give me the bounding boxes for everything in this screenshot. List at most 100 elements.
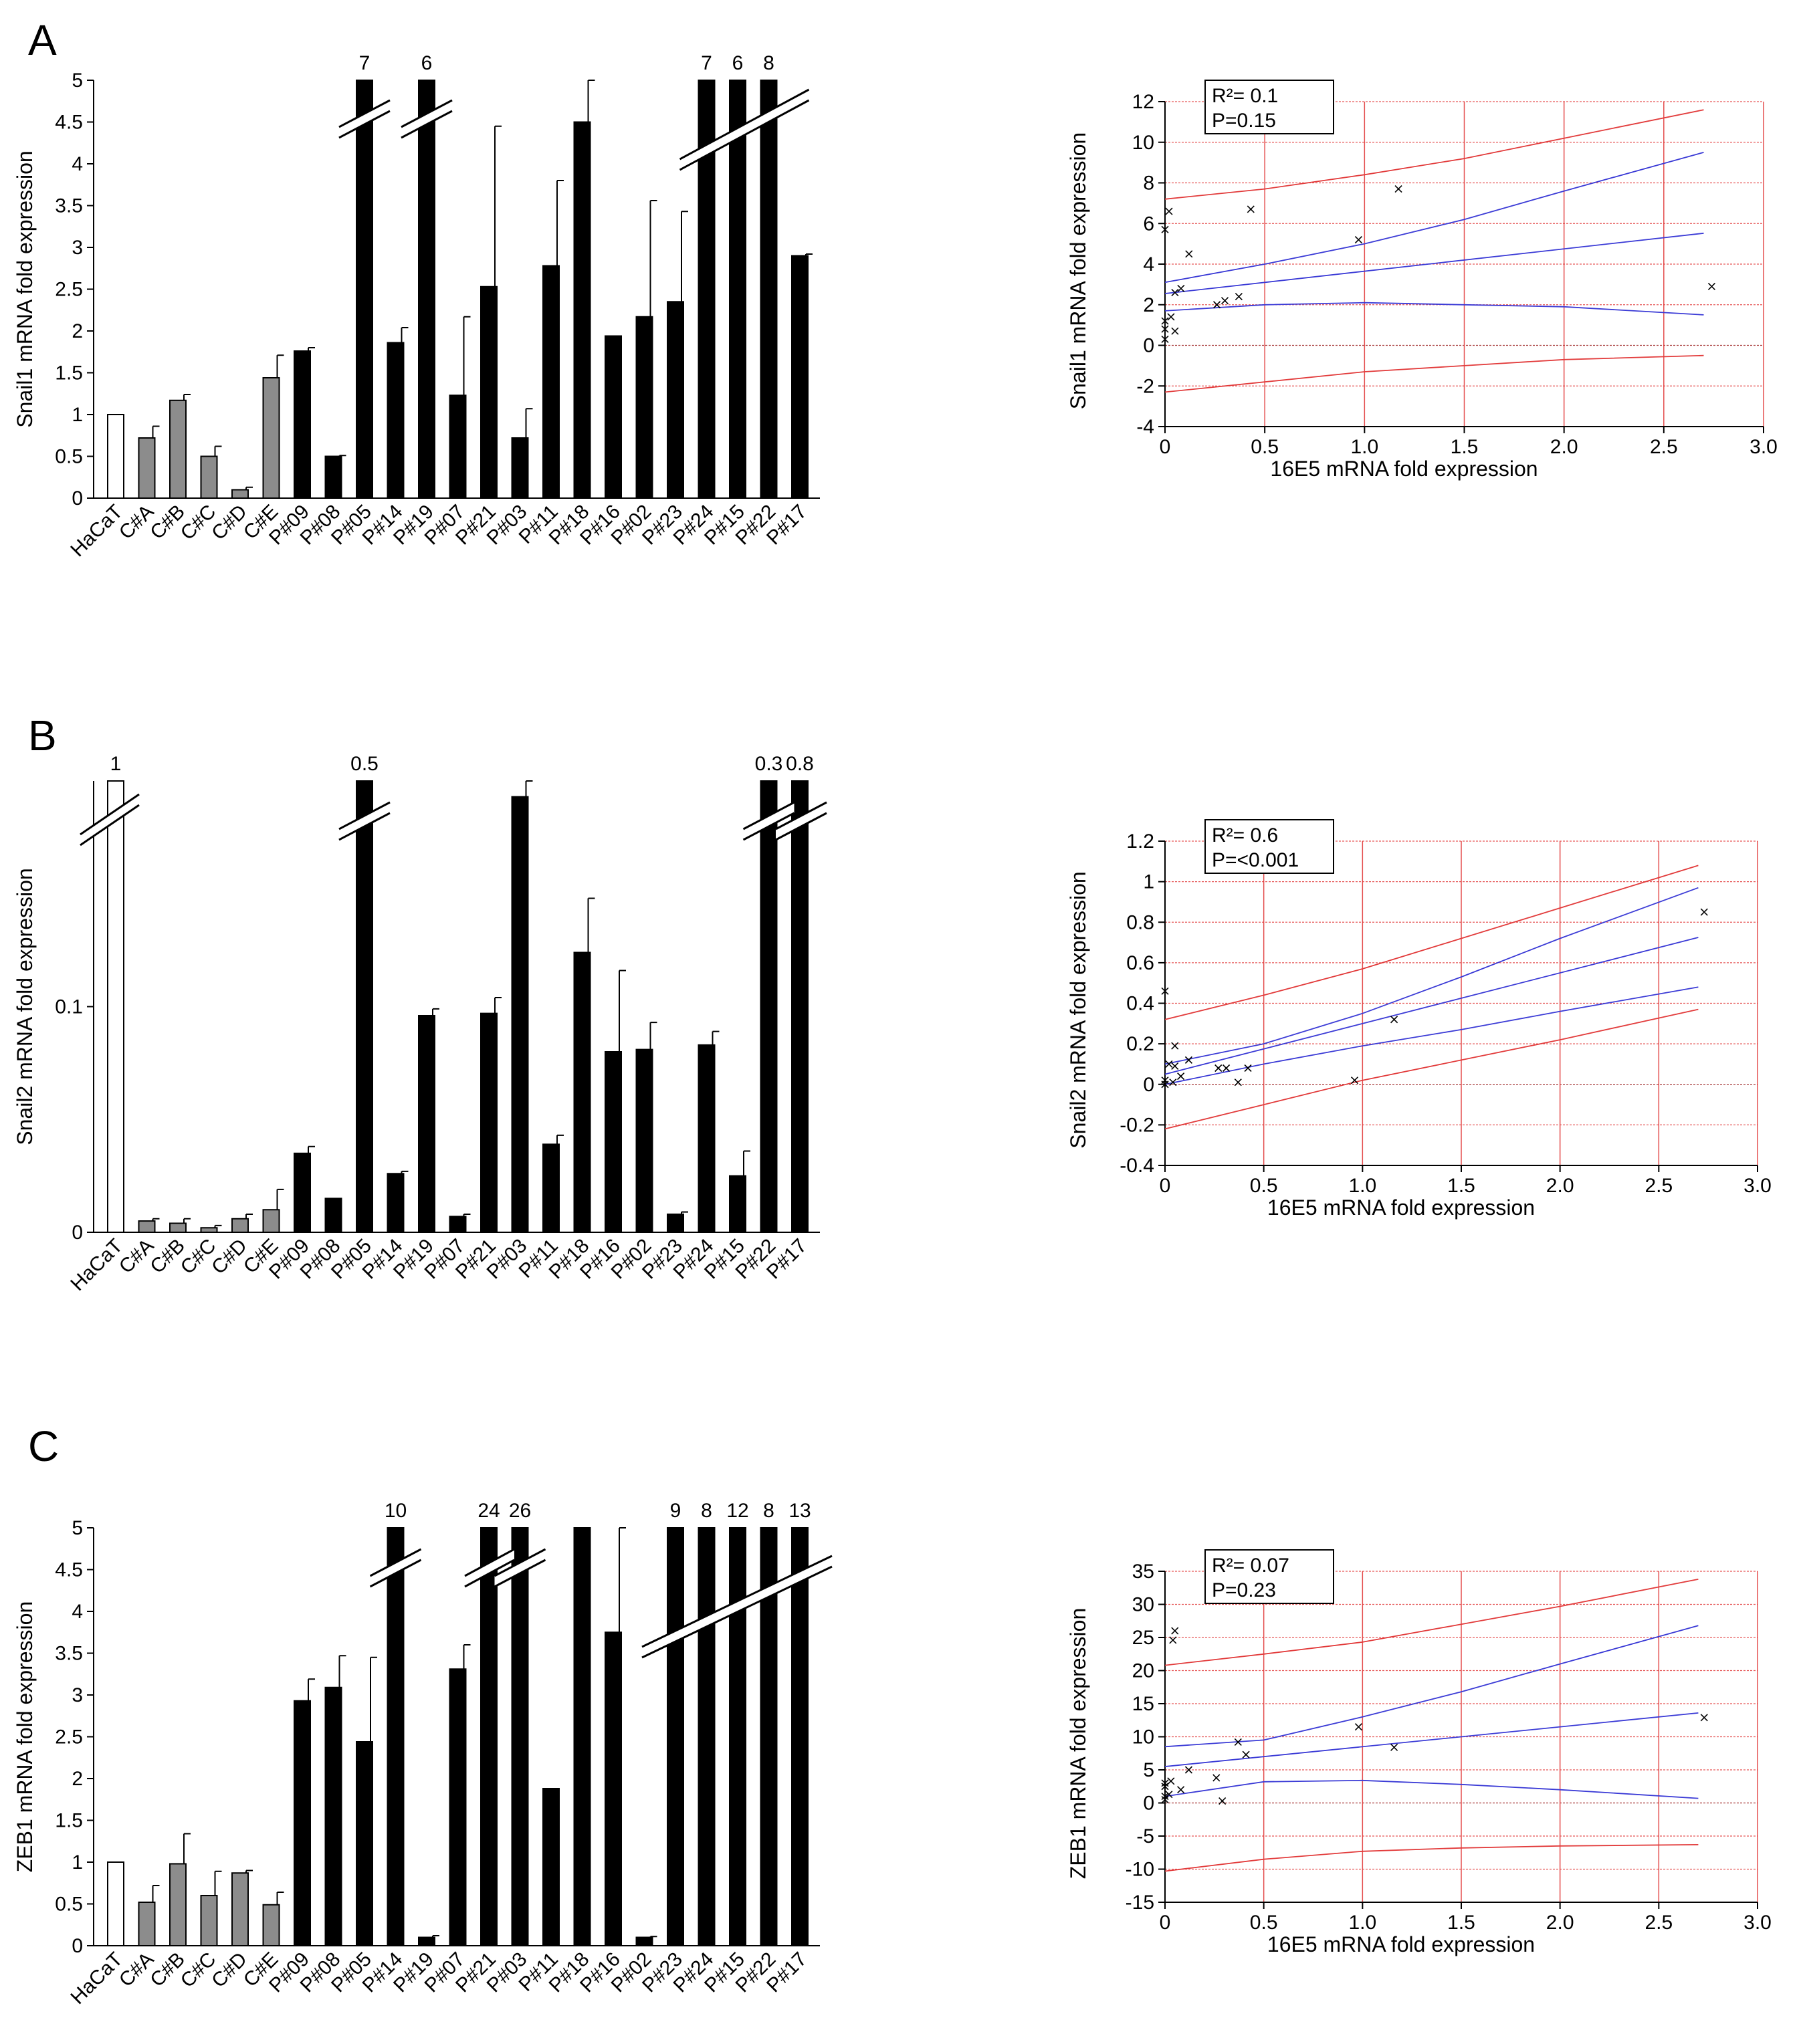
confidence-band-upper [1164,1625,1699,1748]
data-point [1169,1636,1177,1644]
x-tick-label: 0 [1160,1175,1171,1197]
data-point-stroke [1244,1064,1252,1072]
bar-P#21 [480,1527,498,1946]
data-point [1171,288,1179,297]
data-point-stroke [1161,317,1169,325]
bar-chart-c: 0 0.5 1 1.5 2 2.5 3 3.5 4 4.5 5 ZEB1 mRNA fold expr… [13,1500,833,2009]
x-axis-label: 16E5 mRNA fold expression [1267,1196,1535,1220]
bar-P#03 [511,437,529,499]
break-value-label: 7 [359,52,371,74]
data-point [1177,1072,1185,1081]
data-point [1235,293,1243,301]
bar-C#E [262,377,280,499]
data-point [1161,325,1169,333]
bar-P#11 [542,1143,560,1233]
bar-P#09 [294,1700,311,1946]
data-point-stroke [1235,293,1243,301]
data-point [1394,185,1402,193]
y-tick-label: -5 [1136,1825,1154,1847]
axis-break-mark [742,801,795,830]
axis-break-mark [338,110,391,139]
axis-break-mark [80,804,140,846]
data-point [1234,1738,1242,1746]
bar-P#17 [791,1527,809,1946]
bar-P#08 [324,1198,342,1233]
y-tick-label: 4.5 [55,112,83,134]
data-point [1221,297,1229,305]
x-tick-label: 1.0 [1348,1175,1376,1197]
y-tick-label: 25 [1132,1627,1154,1649]
y-axis-label: Snail1 mRNA fold expression [13,150,37,427]
axis-break-mark [641,1565,833,1659]
r-squared-text: R²= 0.07 [1212,1555,1289,1577]
bar-P#23 [667,1214,684,1233]
data-point-stroke [1177,284,1185,293]
data-point-stroke [1169,1636,1177,1644]
axis-break-mark [775,801,827,830]
scatter-chart-a: -4 -2 0 2 4 6 8 10 12 0 0.5 1.0 1.5 2.0 2.5 3.0 16E5 mRN… [1066,80,1778,481]
data-point-stroke [1213,301,1221,309]
bar-P#16 [605,1631,622,1946]
x-tick-label: 3.0 [1750,436,1778,458]
bar-P#22 [760,780,778,1233]
x-tick-label: 1.0 [1350,436,1378,458]
break-value-label: 10 [385,1500,407,1522]
bar-P#15 [729,80,746,499]
bar-chart-a: 0 0.5 1 1.5 2 2.5 3 3.5 4 4.5 5 Snail1 mRNA fold ex… [13,52,820,561]
bar-P#17 [791,780,809,1233]
data-point-stroke [1171,1062,1179,1070]
data-point [1214,1064,1223,1072]
x-tick-label: 1.5 [1447,1175,1475,1197]
confidence-band-lower [1164,1779,1699,1799]
break-value-label: 8 [763,52,774,74]
y-tick-label: 15 [1132,1693,1154,1715]
axis-break-gap [401,100,452,138]
bar-C#B [169,1863,187,1946]
bar-P#18 [573,1527,591,1946]
data-point [1244,1064,1252,1072]
x-tick-label: 2.0 [1550,436,1578,458]
bar-P#09 [294,1152,311,1233]
y-tick-label: 10 [1132,132,1154,154]
x-tick-label: 2.5 [1645,1912,1673,1934]
y-tick-label: 0.6 [1126,952,1154,974]
y-tick-label: -0.4 [1120,1155,1154,1177]
data-point [1161,987,1169,995]
x-tick-label: 0 [1160,436,1171,458]
bar-P#23 [667,301,684,499]
y-tick-label: 5 [1143,1759,1154,1781]
bar-P#05 [356,80,373,499]
axis-break-mark [401,99,453,128]
data-point [1161,1783,1169,1791]
y-tick-label: 1 [72,1851,83,1873]
y-tick-label: 0.5 [55,446,83,468]
stats-box [1204,80,1334,134]
x-axis-label: 16E5 mRNA fold expression [1270,457,1538,481]
data-point [1165,1060,1173,1068]
y-tick-label: 0.1 [55,996,83,1018]
regression-line [1164,1712,1699,1767]
break-value-label: 12 [726,1500,748,1522]
data-point [1169,1078,1177,1087]
break-value-label: 8 [763,1500,774,1522]
data-point-stroke [1177,1072,1185,1081]
x-tick-label: 1.0 [1348,1912,1376,1934]
y-tick-label: 10 [1132,1726,1154,1748]
bar-P#19 [418,80,435,499]
data-point-stroke [1221,297,1229,305]
axis-break-mark [401,110,453,139]
bar-HaCaT [107,780,124,1233]
confidence-band-upper [1164,887,1699,1065]
data-point-stroke [1350,1076,1359,1085]
y-axis-label: ZEB1 mRNA fold expression [1066,1608,1090,1880]
bar-C#B [169,399,187,499]
data-point-stroke [1219,1797,1227,1805]
y-tick-label: 1.5 [55,362,83,384]
data-point [1184,1056,1193,1064]
data-point-stroke [1242,1750,1250,1758]
data-point-stroke [1354,235,1362,244]
break-value-label: 8 [701,1500,712,1522]
data-point-stroke [1222,1064,1231,1072]
axis-break-mark [742,812,795,841]
